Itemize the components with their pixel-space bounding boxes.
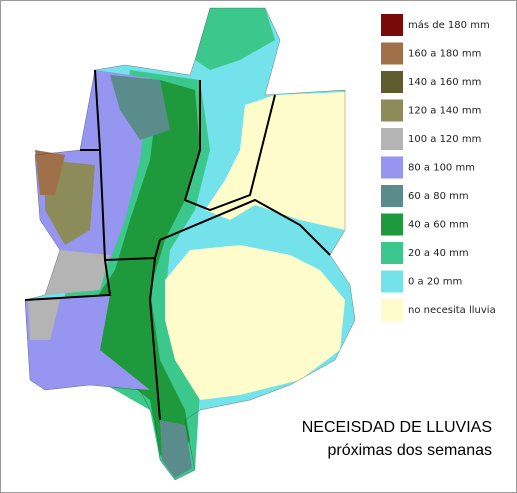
- legend-label: 140 a 160 mm: [408, 77, 481, 88]
- legend-swatch: [381, 270, 403, 293]
- legend-swatch: [381, 242, 403, 264]
- legend-label: 0 a 20 mm: [408, 277, 462, 288]
- legend-swatch: [381, 99, 403, 122]
- legend-label: 40 a 60 mm: [408, 220, 469, 231]
- legend-swatch: [381, 156, 403, 179]
- legend-swatch: [381, 71, 403, 93]
- map-title: NECEISDAD DE LLUVIAS: [302, 419, 492, 436]
- legend-label: 80 a 100 mm: [408, 163, 475, 174]
- legend-label: no necesita lluvia: [408, 305, 496, 316]
- legend-swatch: [381, 42, 403, 65]
- legend-label: 60 a 80 mm: [408, 191, 469, 202]
- legend-label: más de 180 mm: [408, 19, 490, 31]
- legend-label: 20 a 40 mm: [408, 248, 469, 259]
- legend-swatch: [381, 14, 403, 36]
- legend-swatch: [381, 185, 403, 207]
- map-subtitle: próximas dos semanas: [327, 442, 492, 459]
- legend-label: 100 a 120 mm: [408, 134, 481, 145]
- map: [24, 7, 356, 481]
- legend-swatch: [381, 128, 403, 150]
- legend-label: 160 a 180 mm: [408, 49, 481, 60]
- legend-swatch: [381, 299, 403, 321]
- legend-label: 120 a 140 mm: [408, 106, 481, 117]
- legend-swatch: [381, 213, 403, 236]
- legend: más de 180 mm 160 a 180 mm 140 a 160 mm 120…: [381, 14, 496, 321]
